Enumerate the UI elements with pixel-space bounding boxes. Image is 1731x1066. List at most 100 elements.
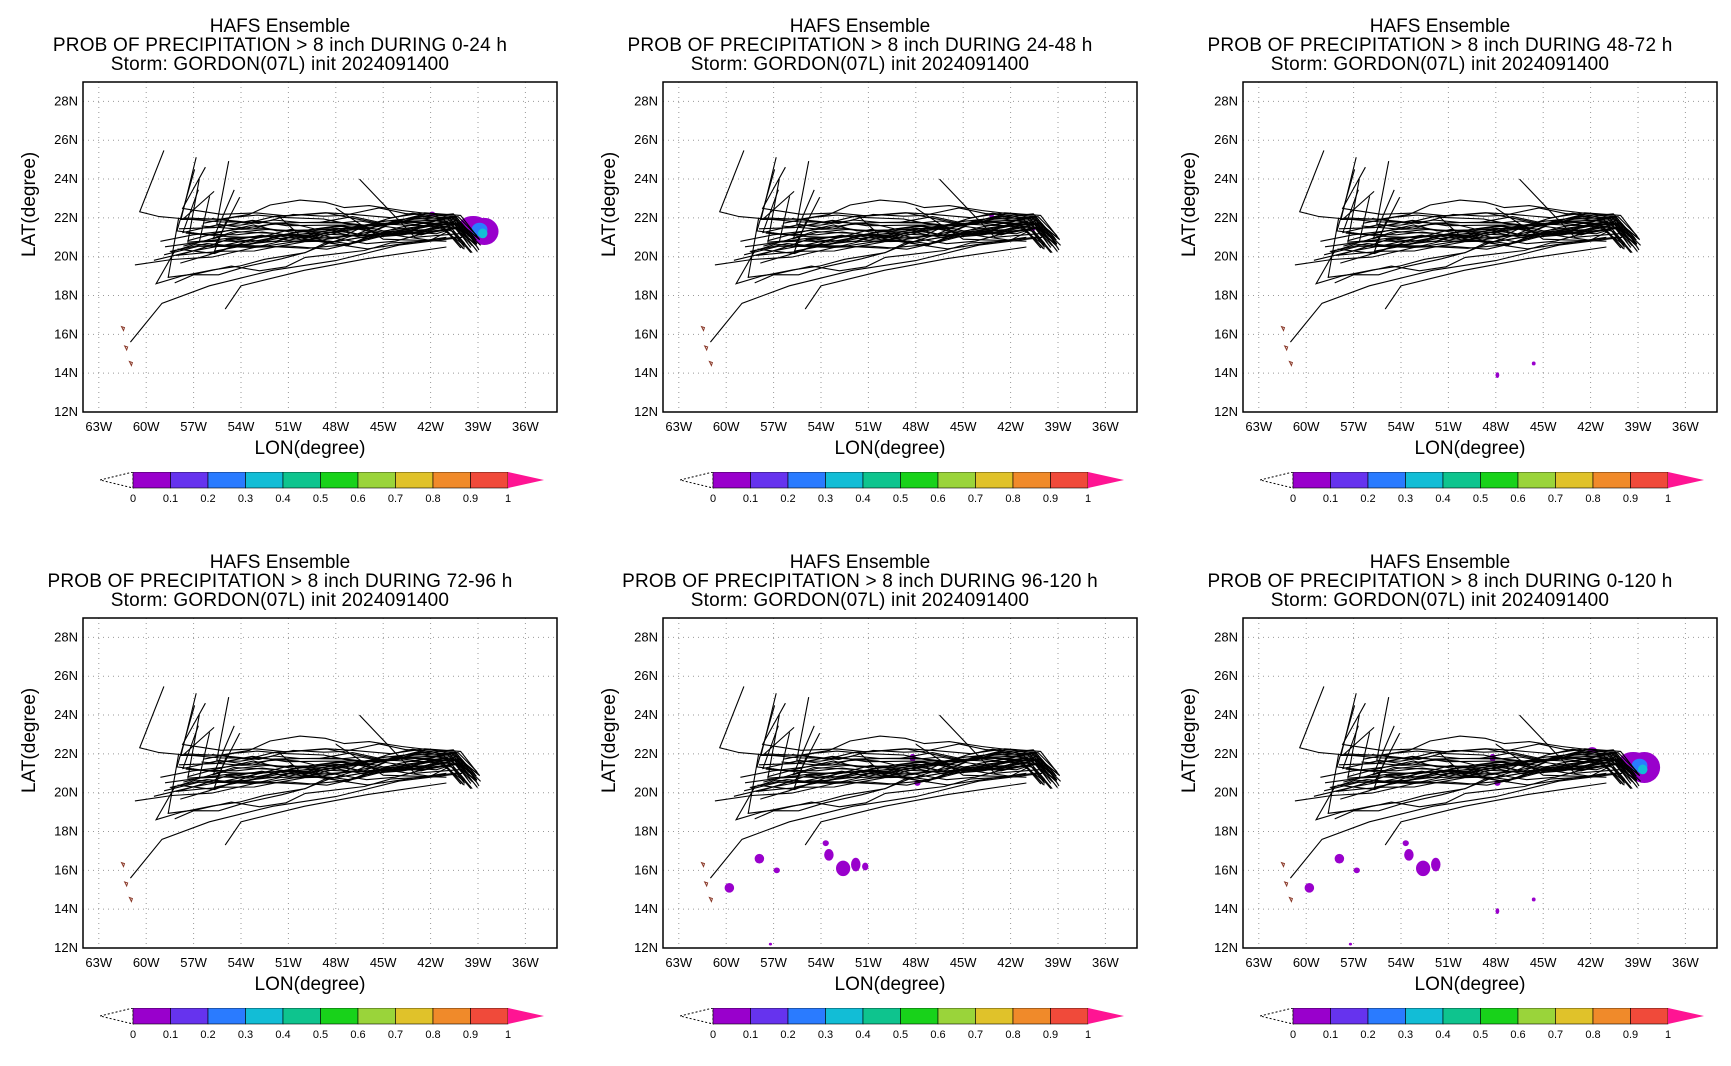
colorbar-tick-label: 0.1 <box>743 493 758 505</box>
colorbar-tick-label: 0 <box>130 493 136 505</box>
colorbar: 0 0.1 0.2 0.3 0.4 0.5 0.6 0.7 0.8 0.9 1 <box>100 1008 544 1041</box>
colorbar-segment <box>207 1008 246 1025</box>
colorbar-overflow-triangle <box>508 472 544 488</box>
lon-tick-label: 54W <box>1388 419 1415 434</box>
colorbar: 0 0.1 0.2 0.3 0.4 0.5 0.6 0.7 0.8 0.9 1 <box>680 1008 1124 1041</box>
colorbar-segment <box>1330 472 1369 489</box>
colorbar-segment <box>1555 1008 1594 1025</box>
colorbar-underflow-triangle <box>680 472 714 489</box>
lat-tick-label: 20N <box>1214 249 1238 264</box>
lon-tick-label: 60W <box>713 419 740 434</box>
colorbar: 0 0.1 0.2 0.3 0.4 0.5 0.6 0.7 0.8 0.9 1 <box>680 472 1124 505</box>
lon-tick-label: 36W <box>1092 955 1119 970</box>
colorbar-segment <box>1442 1008 1481 1025</box>
ensemble-track <box>860 217 1027 250</box>
map-panel-2: HAFS Ensemble PROB OF PRECIPITATION > 8 i… <box>580 0 1140 520</box>
lon-tick-label: 42W <box>417 955 444 970</box>
colorbar-tick-label: 0.4 <box>1435 1029 1450 1041</box>
colorbar-segment <box>395 1008 434 1025</box>
colorbar-segment <box>937 472 976 489</box>
lat-tick-label: 28N <box>1214 93 1238 108</box>
colorbar-tick-label: 0.8 <box>1585 493 1600 505</box>
lat-tick-label: 12N <box>1214 404 1238 419</box>
ensemble-track <box>129 772 463 879</box>
colorbar-tick-label: 0.7 <box>968 1029 983 1041</box>
lat-tick-label: 18N <box>54 824 78 839</box>
precip-probability-area <box>824 849 834 861</box>
lat-tick-label: 14N <box>54 365 78 380</box>
lon-tick-label: 57W <box>1340 955 1367 970</box>
panel-model-title: HAFS Ensemble <box>1369 16 1511 37</box>
precip-probability-area <box>754 853 765 864</box>
colorbar-tick-label: 0.2 <box>200 1029 215 1041</box>
precip-probability-area <box>1531 361 1536 366</box>
ensemble-track <box>1347 224 1633 254</box>
colorbar-segment <box>750 1008 789 1025</box>
precip-probability-area <box>768 942 773 946</box>
lon-tick-label: 57W <box>180 419 207 434</box>
lon-tick-label: 42W <box>997 955 1024 970</box>
colorbar-segment <box>787 472 826 489</box>
ensemble-track <box>1313 226 1640 261</box>
colorbar-segment <box>1630 472 1669 489</box>
panel-model-title: HAFS Ensemble <box>789 552 931 573</box>
colorbar: 0 0.1 0.2 0.3 0.4 0.5 0.6 0.7 0.8 0.9 1 <box>100 472 544 505</box>
colorbar-tick-label: 1 <box>1085 493 1091 505</box>
colorbar-segment <box>900 1008 939 1025</box>
lat-tick-label: 26N <box>634 668 658 683</box>
colorbar-segment <box>1367 1008 1406 1025</box>
ensemble-track <box>805 757 1048 779</box>
map-frame <box>1242 81 1718 413</box>
precip-probability-area <box>1334 853 1345 864</box>
lat-tick-label: 24N <box>54 171 78 186</box>
precip-probability-area <box>1404 849 1414 861</box>
colorbar-segment <box>1517 472 1556 489</box>
lon-tick-label: 60W <box>1293 955 1320 970</box>
colorbar-tick-label: 0.7 <box>968 493 983 505</box>
colorbar-segment <box>432 1008 471 1025</box>
lat-tick-label: 24N <box>634 171 658 186</box>
precip-probability-area <box>1495 908 1500 915</box>
island-outline <box>120 325 126 332</box>
colorbar-tick-label: 0.7 <box>388 1029 403 1041</box>
colorbar-underflow-triangle <box>100 472 134 489</box>
lat-tick-label: 26N <box>1214 132 1238 147</box>
lon-tick-label: 48W <box>902 955 929 970</box>
panel-product-title: PROB OF PRECIPITATION > 8 inch DURING 96… <box>622 571 1098 592</box>
island-outline <box>700 325 706 332</box>
x-axis-title: LON(degree) <box>1414 438 1526 459</box>
lon-tick-label: 36W <box>512 955 539 970</box>
ensemble-tracks <box>709 150 1061 343</box>
x-axis-title: LON(degree) <box>254 974 366 995</box>
ensemble-track <box>709 772 1043 879</box>
island-outline <box>128 896 134 903</box>
ensemble-track <box>187 224 473 254</box>
lon-tick-label: 51W <box>275 419 302 434</box>
island-outline <box>1288 360 1294 367</box>
colorbar-tick-label: 1 <box>1665 1029 1671 1041</box>
ensemble-track <box>1341 702 1626 781</box>
colorbar-tick-label: 0.4 <box>275 493 290 505</box>
colorbar-tick-label: 0.3 <box>238 1029 253 1041</box>
island-outline <box>708 896 714 903</box>
ensemble-tracks <box>129 686 481 879</box>
colorbar-tick-label: 1 <box>1085 1029 1091 1041</box>
lon-tick-label: 63W <box>665 419 692 434</box>
colorbar-segment <box>1292 472 1331 489</box>
colorbar-tick-label: 0 <box>1290 493 1296 505</box>
colorbar-segment <box>1330 1008 1369 1025</box>
colorbar-underflow-triangle <box>1260 472 1294 489</box>
colorbar-tick-label: 0.3 <box>818 1029 833 1041</box>
colorbar-tick-label: 0.1 <box>743 1029 758 1041</box>
lat-tick-label: 20N <box>634 249 658 264</box>
ensemble-tracks <box>709 686 1061 879</box>
colorbar-segment <box>320 1008 359 1025</box>
ensemble-track <box>181 166 466 245</box>
lon-tick-label: 51W <box>1435 955 1462 970</box>
island-outline <box>123 345 129 352</box>
panel-model-title: HAFS Ensemble <box>1369 552 1511 573</box>
colorbar-tick-label: 0.2 <box>780 493 795 505</box>
colorbar-segment <box>750 472 789 489</box>
lon-tick-label: 60W <box>1293 419 1320 434</box>
colorbar-tick-label: 0.5 <box>1473 1029 1488 1041</box>
